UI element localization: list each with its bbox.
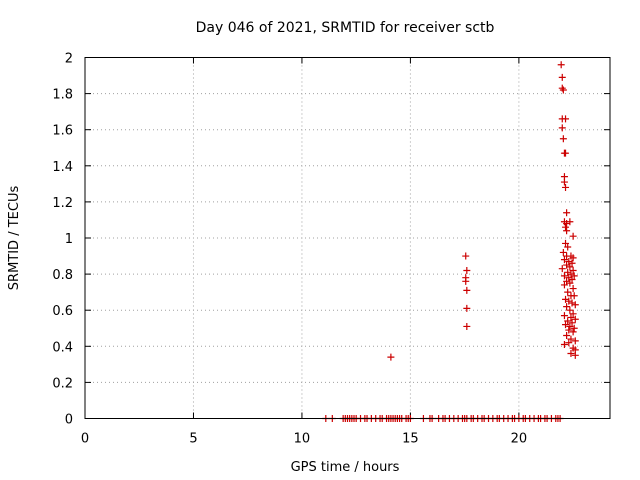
data-point xyxy=(563,209,571,217)
axis-ticks xyxy=(84,57,610,419)
y-tick-label: 1.6 xyxy=(52,124,73,139)
data-point xyxy=(570,272,578,280)
data-point xyxy=(568,319,576,327)
data-point xyxy=(562,321,570,329)
y-tick-label: 0.8 xyxy=(52,268,73,283)
data-point xyxy=(559,135,567,143)
x-tick-label: 5 xyxy=(189,432,197,447)
data-point xyxy=(569,328,577,336)
data-point xyxy=(462,252,470,260)
data-point xyxy=(569,254,577,262)
data-point xyxy=(557,61,565,69)
data-point xyxy=(560,256,568,264)
x-tick-label: 20 xyxy=(511,432,528,447)
x-tick-label: 15 xyxy=(402,432,419,447)
data-point xyxy=(571,337,579,345)
y-tick-label: 0.6 xyxy=(52,304,73,319)
data-point xyxy=(569,266,577,274)
data-point xyxy=(567,313,575,321)
data-point xyxy=(567,350,575,358)
data-point xyxy=(566,218,574,226)
data-point xyxy=(564,317,572,325)
data-point xyxy=(463,322,471,330)
data-point xyxy=(569,232,577,240)
data-point xyxy=(566,306,574,314)
y-tick-label: 1.8 xyxy=(52,88,73,103)
data-point xyxy=(558,73,566,81)
data-point xyxy=(566,322,574,330)
chart-title: Day 046 of 2021, SRMTID for receiver sct… xyxy=(196,20,495,36)
data-point xyxy=(462,277,470,285)
data-point xyxy=(463,286,471,294)
data-point xyxy=(562,295,570,303)
data-point xyxy=(559,86,567,94)
y-tick-labels: 0 0.2 0.4 0.6 0.8 1 1.2 1.4 1.6 1.8 2 xyxy=(52,52,73,428)
data-point xyxy=(563,227,571,235)
x-tick-labels: 0 5 10 15 20 xyxy=(81,432,527,447)
data-point xyxy=(560,312,568,320)
y-axis-label: SRMTID / TECUs xyxy=(7,186,22,291)
x-tick-label: 0 xyxy=(81,432,89,447)
data-point xyxy=(564,288,572,296)
data-point xyxy=(565,339,573,347)
data-point xyxy=(463,266,471,274)
y-tick-label: 0 xyxy=(65,413,73,428)
data-point xyxy=(562,183,570,191)
data-point xyxy=(563,303,571,311)
data-point xyxy=(566,263,574,271)
y-tick-label: 1 xyxy=(65,232,73,247)
data-point xyxy=(564,243,572,251)
y-tick-label: 1.4 xyxy=(52,160,73,175)
data-point xyxy=(571,315,579,323)
y-tick-label: 2 xyxy=(65,52,73,67)
data-point xyxy=(558,265,566,273)
y-tick-label: 0.4 xyxy=(52,340,73,355)
data-point xyxy=(560,281,568,289)
x-tick-label: 10 xyxy=(294,432,311,447)
grid-lines xyxy=(85,57,610,419)
data-point xyxy=(463,304,471,312)
x-axis-label: GPS time / hours xyxy=(291,460,400,475)
data-point xyxy=(571,301,579,309)
data-point xyxy=(560,178,568,186)
y-tick-label: 0.2 xyxy=(52,376,73,391)
data-point xyxy=(562,223,570,231)
data-point xyxy=(558,124,566,132)
data-point xyxy=(569,285,577,293)
data-point xyxy=(387,353,395,361)
data-points xyxy=(322,61,579,422)
data-point xyxy=(567,335,575,343)
data-point xyxy=(570,292,578,300)
data-point xyxy=(562,115,570,123)
data-point xyxy=(566,279,574,287)
data-point xyxy=(560,340,568,348)
data-point xyxy=(568,259,576,267)
data-point xyxy=(565,326,573,334)
data-point xyxy=(560,272,568,280)
data-point xyxy=(570,324,578,332)
data-point xyxy=(558,84,566,92)
plot-frame xyxy=(84,57,611,419)
data-point xyxy=(559,248,567,256)
data-point xyxy=(562,149,570,157)
y-tick-label: 1.2 xyxy=(52,196,73,211)
data-point xyxy=(568,299,576,307)
data-point xyxy=(571,351,579,359)
data-point xyxy=(562,239,570,247)
data-point xyxy=(563,331,571,339)
data-point xyxy=(568,276,576,284)
data-point xyxy=(569,310,577,318)
